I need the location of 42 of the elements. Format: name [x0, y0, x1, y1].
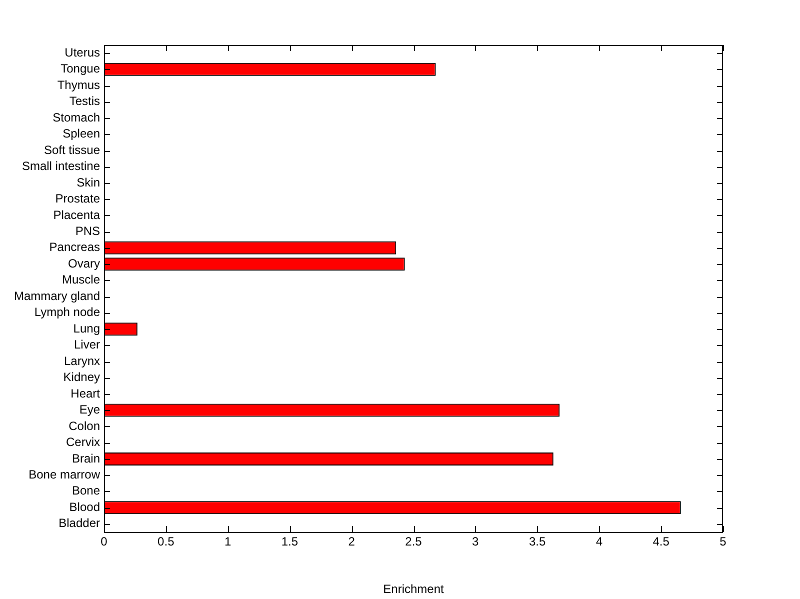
y-tick-label: Blood	[69, 500, 100, 514]
x-tick-label: 2	[348, 534, 356, 549]
y-tick-label: Prostate	[55, 192, 100, 206]
y-tick-label: Spleen	[62, 126, 100, 141]
y-tick-label: Lung	[73, 321, 100, 336]
x-tick-label: 5	[720, 534, 727, 549]
y-tick-label: Colon	[68, 418, 100, 433]
y-tick-label: Eye	[79, 402, 100, 417]
x-tick-label: 4	[596, 534, 603, 549]
y-tick-label: Thymus	[57, 78, 100, 92]
x-axis-title: Enrichment	[383, 582, 445, 596]
y-tick-label: Kidney	[63, 370, 100, 384]
y-tick-label: Bone	[72, 484, 100, 498]
y-tick-label: PNS	[75, 224, 100, 238]
x-tick-label: 3.5	[528, 534, 546, 549]
x-tick-label: 4.5	[652, 534, 670, 549]
y-tick-label: Bladder	[58, 516, 100, 530]
y-tick-label: Brain	[72, 451, 100, 466]
x-tick-label: 2.5	[405, 534, 422, 549]
y-tick-label: Uterus	[64, 45, 100, 60]
y-tick-label: Tongue	[60, 62, 100, 76]
y-tick-label: Testis	[69, 94, 100, 108]
y-tick-label: Skin	[76, 175, 100, 190]
y-tick-label: Small intestine	[22, 159, 100, 174]
y-tick-label: Muscle	[62, 272, 100, 287]
y-tick-label: Ovary	[68, 256, 100, 270]
y-tick-label: Bone marrow	[28, 467, 100, 482]
y-tick-label: Stomach	[52, 110, 100, 124]
y-tick-label: Cervix	[66, 435, 100, 450]
y-tick-label: Placenta	[53, 208, 100, 222]
y-tick-label: Liver	[74, 338, 100, 352]
y-tick-label: Heart	[70, 386, 101, 400]
y-tick-label: Pancreas	[49, 240, 100, 254]
y-tick-label: Lymph node	[34, 305, 100, 320]
x-tick-label: 0.5	[158, 534, 175, 549]
x-tick-label: 0	[100, 534, 108, 549]
y-tick-label: Larynx	[64, 354, 100, 368]
x-tick-label: 1	[224, 534, 232, 549]
x-tick-label: 1.5	[281, 534, 298, 549]
y-tick-label: Mammary gland	[14, 288, 100, 303]
y-tick-label: Soft tissue	[44, 142, 100, 157]
x-tick-label: 3	[472, 534, 480, 549]
